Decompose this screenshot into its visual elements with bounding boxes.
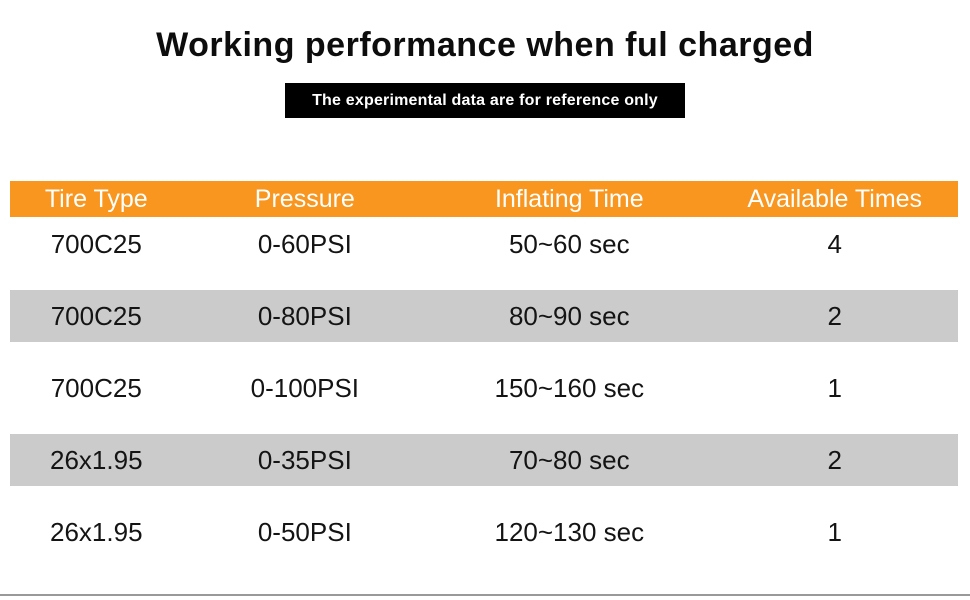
cell-inflating-time: 50~60 sec bbox=[508, 228, 630, 259]
cell-tire-type: 700C25 bbox=[50, 300, 142, 331]
cell-tire-type: 26x1.95 bbox=[50, 516, 143, 547]
cell-available-times: 2 bbox=[827, 300, 842, 331]
cell-tire-type: 700C25 bbox=[50, 228, 142, 259]
performance-table: Tire Type Pressure Inflating Time Availa… bbox=[10, 181, 958, 568]
cell-tire-type: 26x1.95 bbox=[50, 444, 143, 475]
cell-available-times: 2 bbox=[827, 444, 842, 475]
table-row: 700C25 0-100PSI 150~160 sec 1 bbox=[10, 352, 958, 424]
bottom-divider bbox=[0, 594, 970, 596]
cell-inflating-time: 120~130 sec bbox=[494, 516, 645, 547]
cell-available-times: 1 bbox=[827, 372, 842, 403]
table-row: 700C25 0-80PSI 80~90 sec 2 bbox=[10, 280, 958, 352]
column-header-inflating-time: Inflating Time bbox=[494, 184, 644, 213]
cell-inflating-time: 70~80 sec bbox=[508, 444, 630, 475]
column-header-pressure: Pressure bbox=[254, 184, 355, 213]
page-title: Working performance when ful charged bbox=[156, 26, 814, 64]
cell-tire-type: 700C25 bbox=[50, 372, 142, 403]
cell-available-times: 1 bbox=[827, 516, 842, 547]
disclaimer-text: The experimental data are for reference … bbox=[312, 92, 658, 109]
cell-pressure: 0-35PSI bbox=[257, 444, 352, 475]
cell-inflating-time: 150~160 sec bbox=[494, 372, 645, 403]
table-body: 700C25 0-60PSI 50~60 sec 4 700C25 0-80PS… bbox=[10, 208, 958, 568]
table-header-row: Tire Type Pressure Inflating Time Availa… bbox=[10, 181, 958, 217]
cell-pressure: 0-50PSI bbox=[257, 516, 352, 547]
table-row: 700C25 0-60PSI 50~60 sec 4 bbox=[10, 208, 958, 280]
cell-pressure: 0-100PSI bbox=[250, 372, 360, 403]
table-row: 26x1.95 0-35PSI 70~80 sec 2 bbox=[10, 424, 958, 496]
cell-available-times: 4 bbox=[827, 228, 842, 259]
column-header-available-times: Available Times bbox=[747, 184, 923, 213]
table-row: 26x1.95 0-50PSI 120~130 sec 1 bbox=[10, 496, 958, 568]
column-header-tire-type: Tire Type bbox=[44, 184, 148, 213]
disclaimer-badge: The experimental data are for reference … bbox=[285, 83, 685, 118]
cell-inflating-time: 80~90 sec bbox=[508, 300, 630, 331]
cell-pressure: 0-80PSI bbox=[257, 300, 352, 331]
cell-pressure: 0-60PSI bbox=[257, 228, 352, 259]
